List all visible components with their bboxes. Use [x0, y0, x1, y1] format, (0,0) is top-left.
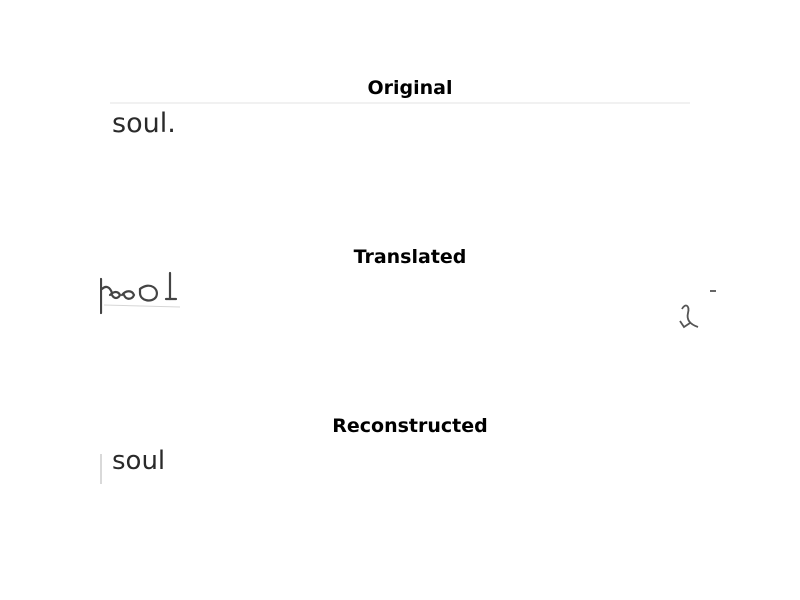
original-word-image-svg: soul. — [100, 100, 720, 166]
reconstructed-image-background — [100, 438, 720, 504]
panel-title-original: Original — [367, 77, 453, 99]
translated-stroke-5 — [138, 284, 158, 302]
reconstructed-word-image: soul — [100, 438, 720, 504]
translated-right-scribble — [679, 290, 716, 329]
translated-stroke-4 — [120, 290, 136, 300]
translated-word-image-svg — [100, 269, 720, 335]
original-word-image: soul. — [100, 100, 720, 166]
original-image-background — [100, 100, 720, 166]
translated-scribble-2 — [679, 320, 691, 329]
translated-scribble-1 — [681, 304, 699, 328]
translated-handwriting-strokes — [100, 271, 178, 315]
translated-image-background — [100, 269, 720, 335]
translated-word-image — [100, 269, 720, 335]
panel-title-translated: Translated — [353, 246, 467, 268]
reconstructed-word-text: soul — [112, 446, 165, 476]
translated-stroke-2 — [100, 285, 114, 295]
panel-title-reconstructed: Reconstructed — [332, 415, 488, 437]
translated-stroke-3 — [108, 290, 122, 300]
reconstructed-word-image-svg: soul — [100, 438, 720, 504]
original-word-text: soul. — [112, 108, 176, 139]
translated-underline-artifact — [103, 304, 181, 308]
